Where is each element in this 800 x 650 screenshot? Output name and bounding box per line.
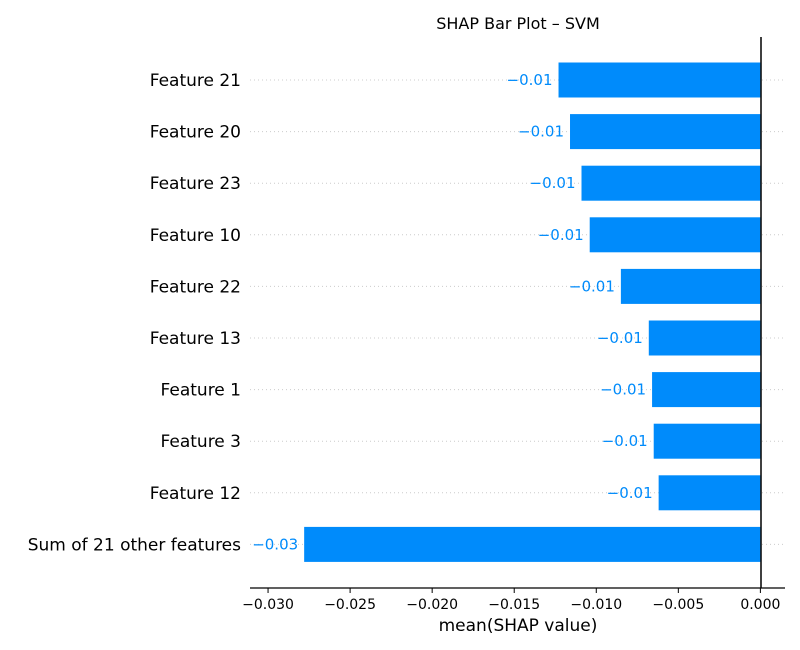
value-label: −0.01 — [600, 381, 646, 399]
feature-label: Feature 23 — [150, 174, 241, 194]
x-tick-label: −0.030 — [242, 597, 294, 613]
x-ticks: −0.030 −0.025 −0.020 −0.015 −0.010 −0.005 0.00… — [242, 588, 780, 613]
gridlines — [250, 79, 785, 545]
value-label: −0.01 — [597, 329, 643, 347]
value-label: −0.03 — [252, 535, 298, 553]
feature-label: Feature 1 — [161, 381, 241, 401]
x-tick-label: −0.015 — [488, 597, 540, 613]
value-label: −0.01 — [538, 226, 584, 244]
bar — [652, 372, 761, 408]
bar — [581, 165, 761, 201]
value-label: −0.01 — [569, 277, 615, 295]
bar — [648, 320, 761, 356]
feature-label: Feature 10 — [150, 226, 241, 246]
chart-title: SHAP Bar Plot – SVM — [436, 14, 600, 33]
x-tick-label: 0.000 — [740, 597, 780, 613]
feature-label: Feature 13 — [150, 329, 241, 349]
bar — [658, 475, 761, 511]
feature-label: Sum of 21 other features — [28, 535, 241, 555]
feature-labels: Feature 21 Feature 20 Feature 23 Feature 10… — [28, 71, 241, 555]
feature-label: Feature 21 — [150, 71, 241, 91]
bars — [304, 62, 761, 562]
feature-label: Feature 12 — [150, 484, 241, 504]
value-label: −0.01 — [518, 123, 564, 141]
bar — [304, 526, 761, 562]
bar — [620, 268, 761, 304]
value-labels: −0.01 −0.01 −0.01 −0.01 −0.01 −0.01 −0.01 −0.01… — [252, 71, 652, 553]
bar — [589, 217, 761, 253]
feature-label: Feature 20 — [150, 123, 241, 143]
x-tick-label: −0.020 — [406, 597, 458, 613]
value-label: −0.01 — [602, 432, 648, 450]
feature-label: Feature 22 — [150, 277, 241, 297]
value-label: −0.01 — [530, 174, 576, 192]
feature-label: Feature 3 — [161, 432, 241, 452]
bar — [570, 114, 761, 150]
value-label: −0.01 — [607, 484, 653, 502]
value-label: −0.01 — [507, 71, 553, 89]
x-tick-label: −0.025 — [324, 597, 376, 613]
x-tick-label: −0.005 — [652, 597, 704, 613]
x-tick-label: −0.010 — [570, 597, 622, 613]
x-axis-label: mean(SHAP value) — [439, 616, 598, 636]
bar — [653, 423, 761, 459]
bar — [558, 62, 761, 98]
